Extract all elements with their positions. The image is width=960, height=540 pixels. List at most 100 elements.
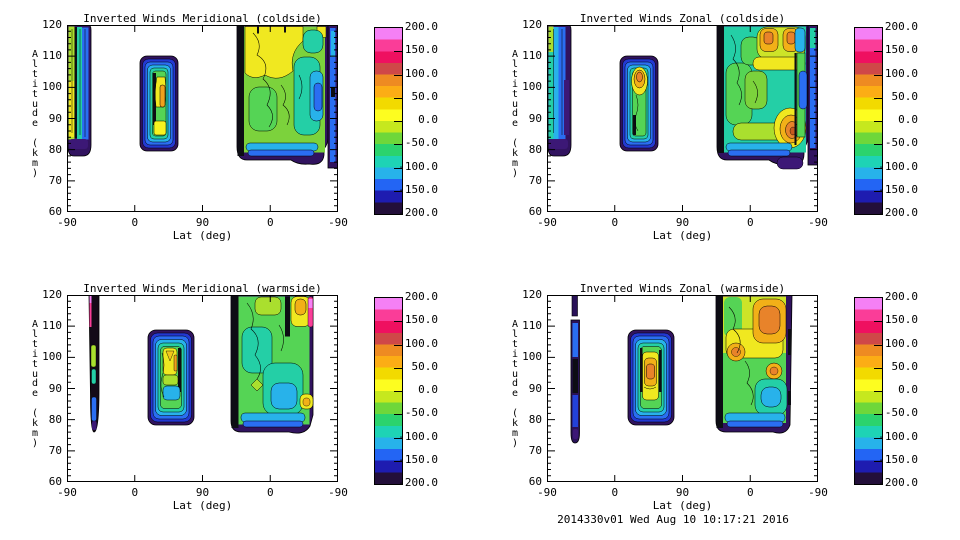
swath-right [236, 25, 338, 169]
colorbar-tick-label: -150.0 [398, 182, 438, 196]
y-tick-label: 100 [42, 80, 62, 94]
x-tick-label: -90 [808, 216, 828, 229]
colorbar-tick [874, 414, 882, 416]
swath-right [715, 295, 793, 434]
colorbar-tick-label: 100.0 [404, 336, 438, 350]
y-tick-label: 70 [48, 443, 62, 457]
colorbar-tick-label: 0.0 [418, 113, 438, 126]
colorbar [374, 27, 403, 215]
colorbar-tick-label: -200.0 [878, 476, 918, 489]
colorbar-tick-label: 100.0 [884, 66, 918, 80]
colorbar-tick [874, 97, 882, 99]
colorbar-tick [394, 460, 402, 462]
colorbar-tick-label: -200.0 [398, 476, 438, 489]
x-tick-label: 90 [195, 216, 210, 229]
x-tick-label: 0 [131, 216, 139, 229]
y-tick-label: 90 [528, 381, 542, 395]
colorbar-tick [874, 121, 882, 122]
y-tick-label: 80 [48, 142, 62, 156]
x-tick-label: 0 [266, 486, 274, 499]
colorbar-tick-label: 50.0 [411, 89, 439, 103]
x-tick-label: 0 [746, 486, 754, 499]
colorbar-tick [874, 437, 882, 439]
chart-title: Inverted Winds Meridional (warmside) [83, 282, 322, 295]
y-tick-label: 110 [522, 49, 542, 63]
x-tick-label: -90 [808, 486, 828, 499]
colorbar-tick-label: -50.0 [404, 406, 438, 420]
colorbar-tick-label: -50.0 [884, 406, 918, 420]
x-tick-label: 90 [675, 486, 690, 499]
colorbar-tick-label: 150.0 [404, 43, 438, 57]
plot-area [547, 25, 818, 212]
x-tick-label: 90 [675, 216, 690, 229]
panel-meridional-coldside: Inverted Winds Meridional (coldside) A l… [0, 0, 480, 270]
colorbar-tick [394, 74, 402, 76]
x-axis-title: Lat (deg) [172, 499, 233, 512]
colorbar-tick-label: 100.0 [884, 336, 918, 350]
colorbar-tick-label: 150.0 [404, 313, 438, 327]
x-tick-label: 0 [746, 216, 754, 229]
colorbar-tick-label: -50.0 [404, 136, 438, 150]
colorbar-tick-label: -50.0 [884, 136, 918, 150]
colorbar-tick [394, 344, 402, 346]
colorbar [854, 27, 883, 215]
colorbar-tick-label: 200.0 [884, 290, 918, 303]
y-tick-label: 110 [522, 319, 542, 333]
x-tick-label: 90 [195, 486, 210, 499]
colorbar-tick [874, 190, 882, 192]
colorbar-tick [874, 391, 882, 392]
colorbar-tick-label: 200.0 [404, 20, 438, 33]
contour-plot [547, 25, 818, 212]
y-tick-label: 90 [48, 381, 62, 395]
swath-left [547, 25, 572, 157]
colorbar-tick-label: 50.0 [411, 359, 439, 373]
y-tick-label: 80 [528, 142, 542, 156]
y-tick-label: 100 [42, 350, 62, 364]
x-tick-label: 0 [611, 216, 619, 229]
colorbar-tick [874, 460, 882, 462]
y-tick-label: 80 [528, 412, 542, 426]
chart-title: Inverted Winds Meridional (coldside) [83, 12, 322, 25]
y-tick-label: 60 [48, 205, 62, 218]
y-tick-label: 70 [48, 173, 62, 187]
y-axis-title: A l t i t u d e ( k m ) [31, 49, 39, 179]
axis-ticks [547, 295, 818, 482]
panel-zonal-warmside: Inverted Winds Zonal (warmside) A l t i … [480, 270, 960, 540]
x-tick-label: -90 [537, 486, 557, 499]
y-tick-label: 70 [528, 443, 542, 457]
colorbar-tick [394, 414, 402, 416]
x-axis-title: Lat (deg) [172, 229, 233, 242]
contour-plot [67, 295, 338, 482]
colorbar [854, 297, 883, 485]
colorbar-tick [874, 367, 882, 369]
colorbar-tick-label: -200.0 [398, 206, 438, 219]
y-tick-label: 120 [42, 18, 62, 31]
blob-mid [627, 329, 675, 426]
plot-area [67, 25, 338, 212]
colorbar-tick [394, 190, 402, 192]
chart-title: Inverted Winds Zonal (warmside) [579, 282, 786, 295]
colorbar-tick-label: 200.0 [884, 20, 918, 33]
y-tick-label: 90 [528, 111, 542, 125]
y-axis-title: A l t i t u d e ( k m ) [31, 319, 39, 449]
colorbar-tick [394, 51, 402, 53]
blob-mid [139, 55, 179, 152]
colorbar-tick [874, 344, 882, 346]
colorbar-tick-label: 50.0 [891, 359, 919, 373]
colorbar-tick [874, 167, 882, 169]
swath-left [67, 25, 92, 157]
colorbar-tick-label: -150.0 [878, 182, 918, 196]
y-tick-label: 120 [42, 288, 62, 301]
colorbar-tick [394, 97, 402, 99]
y-tick-label: 90 [48, 111, 62, 125]
colorbar-tick-label: 150.0 [884, 313, 918, 327]
colorbar-tick-label: 0.0 [418, 383, 438, 396]
colorbar-tick [874, 51, 882, 53]
chart-title: Inverted Winds Zonal (coldside) [579, 12, 786, 25]
colorbar-tick [394, 391, 402, 392]
colorbar-tick [874, 321, 882, 323]
colorbar-tick [394, 144, 402, 146]
y-tick-label: 70 [528, 173, 542, 187]
panel-zonal-coldside: Inverted Winds Zonal (coldside) A l t i … [480, 0, 960, 270]
